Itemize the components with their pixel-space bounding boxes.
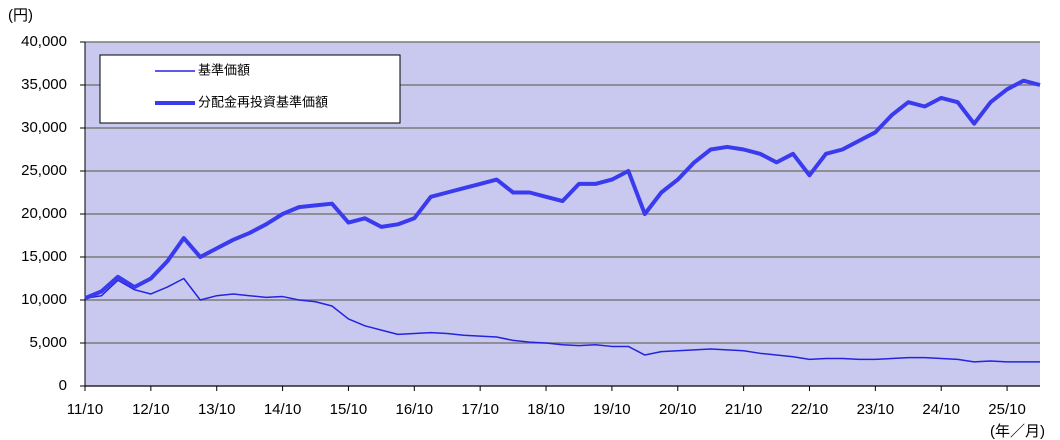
- y-tick-label: 5,000: [29, 334, 67, 351]
- x-tick-label: 19/10: [593, 401, 631, 418]
- series-line: [84, 277, 1040, 363]
- y-tick-label: 25,000: [21, 162, 67, 179]
- x-tick-label: 16/10: [396, 401, 434, 418]
- x-tick-label: 20/10: [659, 401, 697, 418]
- y-tick-label: 10,000: [21, 291, 67, 308]
- x-tick-label: 24/10: [922, 401, 960, 418]
- x-tick-label: 22/10: [791, 401, 829, 418]
- x-tick-label: 18/10: [527, 401, 565, 418]
- x-tick-label: 13/10: [198, 401, 236, 418]
- x-tick-label: 17/10: [461, 401, 499, 418]
- series-line: [84, 78, 1041, 301]
- y-tick-label: 35,000: [21, 76, 67, 93]
- x-unit: (年／月): [990, 423, 1045, 440]
- y-tick-label: 20,000: [21, 205, 67, 222]
- x-tick-label: 23/10: [857, 401, 895, 418]
- y-tick-label: 40,000: [21, 33, 67, 50]
- legend-label: 基準価額: [198, 62, 250, 77]
- x-tick-label: 11/10: [67, 401, 103, 418]
- y-tick-label: 30,000: [21, 119, 67, 136]
- x-tick-label: 12/10: [132, 401, 170, 418]
- y-tick-label: 0: [59, 377, 67, 394]
- x-tick-label: 15/10: [330, 401, 368, 418]
- y-tick-label: 15,000: [21, 248, 67, 265]
- x-tick-label: 25/10: [988, 401, 1026, 418]
- legend-label: 分配金再投資基準価額: [198, 94, 328, 109]
- x-tick-label: 21/10: [725, 401, 763, 418]
- legend-box: [99, 54, 401, 124]
- x-tick-label: 14/10: [264, 401, 302, 418]
- y-unit: (円): [8, 7, 33, 24]
